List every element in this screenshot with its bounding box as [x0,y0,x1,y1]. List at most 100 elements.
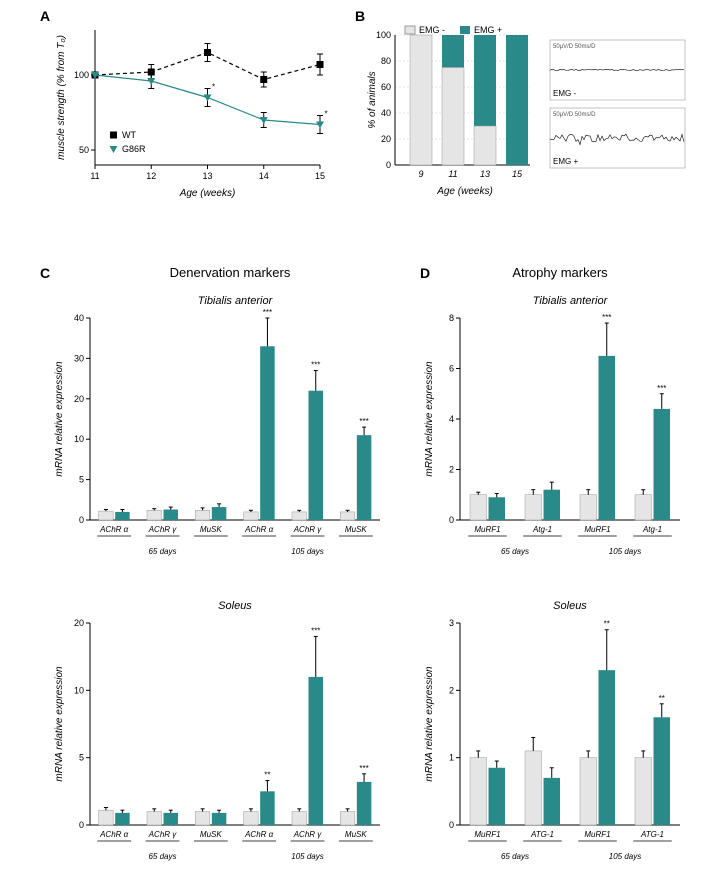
svg-text:AChR α: AChR α [99,525,129,534]
svg-text:5: 5 [79,753,84,763]
svg-text:105 days: 105 days [291,852,323,861]
svg-text:*: * [212,83,215,92]
svg-text:0: 0 [79,820,84,830]
panel-b-chart: 0 20 40 60 80 100 9 11 13 15 % of animals Age (week… [365,20,695,200]
svg-text:15: 15 [315,171,325,181]
svg-text:15: 15 [512,169,523,179]
svg-text:mRNA relative expression: mRNA relative expression [424,666,435,782]
svg-text:G86R: G86R [122,144,146,154]
svg-text:% of animals: % of animals [367,71,378,128]
panel-a-label: A [40,8,50,24]
svg-text:***: *** [311,626,320,635]
svg-text:Tibialis anterior: Tibialis anterior [198,295,274,307]
svg-text:AChR γ: AChR γ [293,525,323,534]
svg-text:50μV/D 50ms/D: 50μV/D 50ms/D [553,44,596,50]
svg-text:105 days: 105 days [609,852,641,861]
svg-text:11: 11 [90,171,99,181]
panel-c-chart2: Soleus 0 5 10 20 mRNA relative expression AChR… [50,595,390,875]
svg-text:65 days: 65 days [501,547,529,556]
svg-text:***: *** [359,417,368,426]
svg-text:muscle strength (% from T₀): muscle strength (% from T₀) [56,35,67,160]
svg-text:AChR α: AChR α [244,525,274,534]
svg-text:12: 12 [146,171,156,181]
svg-text:**: ** [604,620,610,629]
panel-c-label: C [40,265,50,281]
svg-text:AChR α: AChR α [99,830,129,839]
svg-text:0: 0 [79,515,84,525]
svg-text:Soleus: Soleus [218,600,252,612]
panel-d-label: D [420,265,430,281]
svg-text:80: 80 [381,56,391,66]
svg-text:20: 20 [74,394,84,404]
svg-text:60: 60 [381,82,391,92]
panel-c-title: Denervation markers [80,265,380,280]
svg-text:**: ** [659,694,665,703]
panel-d-title: Atrophy markers [440,265,680,280]
svg-text:10: 10 [74,685,84,695]
panel-a-chart: 50 100 11 12 13 14 15 muscle strength (% from T… [50,20,330,200]
svg-text:WT: WT [122,130,136,140]
svg-text:100: 100 [74,70,89,80]
svg-text:11: 11 [448,169,457,179]
panel-b-label: B [355,8,365,24]
svg-text:5: 5 [79,475,84,485]
svg-text:MuRF1: MuRF1 [584,830,610,839]
svg-text:30: 30 [74,353,84,363]
svg-text:14: 14 [259,171,269,181]
svg-text:AChR α: AChR α [244,830,274,839]
svg-text:AChR γ: AChR γ [148,830,178,839]
svg-text:0: 0 [386,160,391,170]
svg-text:100: 100 [376,30,391,40]
svg-text:***: *** [359,764,368,773]
svg-text:EMG -: EMG - [553,89,576,98]
svg-text:EMG -: EMG - [419,25,445,35]
svg-text:MuRF1: MuRF1 [474,525,500,534]
svg-text:0: 0 [449,515,454,525]
svg-text:1: 1 [449,753,454,763]
svg-text:8: 8 [449,313,454,323]
svg-text:65 days: 65 days [148,852,176,861]
svg-text:***: *** [263,308,272,317]
svg-text:3: 3 [449,618,454,628]
panel-d-chart2: Soleus 0 1 2 3 mRNA relative expression MuRF1 A… [420,595,690,875]
panel-c-chart1: Tibialis anterior 0 5 10 20 30 40 mRNA relative… [50,290,390,570]
svg-text:mRNA relative expression: mRNA relative expression [54,666,65,782]
svg-text:Atg-1: Atg-1 [642,525,662,534]
svg-text:AChR γ: AChR γ [148,525,178,534]
svg-text:13: 13 [480,169,490,179]
svg-text:Age (weeks): Age (weeks) [436,186,493,197]
panel-d-chart1: Tibialis anterior02468mRNA relative expr… [420,290,690,570]
svg-text:65 days: 65 days [501,852,529,861]
svg-text:0: 0 [449,820,454,830]
svg-text:4: 4 [449,414,454,424]
svg-text:105 days: 105 days [609,547,641,556]
svg-text:Age (weeks): Age (weeks) [179,188,236,199]
svg-text:ATG-1: ATG-1 [640,830,664,839]
svg-text:40: 40 [74,313,84,323]
svg-text:13: 13 [202,171,212,181]
svg-text:9: 9 [418,169,423,179]
svg-text:*: * [324,110,327,119]
svg-text:MuSK: MuSK [200,830,222,839]
svg-text:10: 10 [74,434,84,444]
svg-text:MuSK: MuSK [200,525,222,534]
svg-text:20: 20 [74,618,84,628]
svg-text:**: ** [264,771,270,780]
svg-text:20: 20 [381,134,391,144]
svg-text:***: *** [311,361,320,370]
svg-text:MuRF1: MuRF1 [474,830,500,839]
svg-text:40: 40 [381,108,391,118]
svg-text:2: 2 [449,465,454,475]
svg-text:EMG +: EMG + [474,25,502,35]
svg-text:***: *** [602,313,611,322]
svg-text:MuSK: MuSK [345,525,367,534]
svg-text:50: 50 [79,145,89,155]
svg-text:mRNA relative expression: mRNA relative expression [54,361,65,477]
svg-text:2: 2 [449,685,454,695]
svg-text:Soleus: Soleus [553,600,587,612]
svg-text:mRNA relative expression: mRNA relative expression [424,361,435,477]
svg-text:Tibialis anterior: Tibialis anterior [533,295,609,307]
svg-text:MuSK: MuSK [345,830,367,839]
svg-text:50μV/D 50ms/D: 50μV/D 50ms/D [553,112,596,118]
svg-text:***: *** [657,384,666,393]
